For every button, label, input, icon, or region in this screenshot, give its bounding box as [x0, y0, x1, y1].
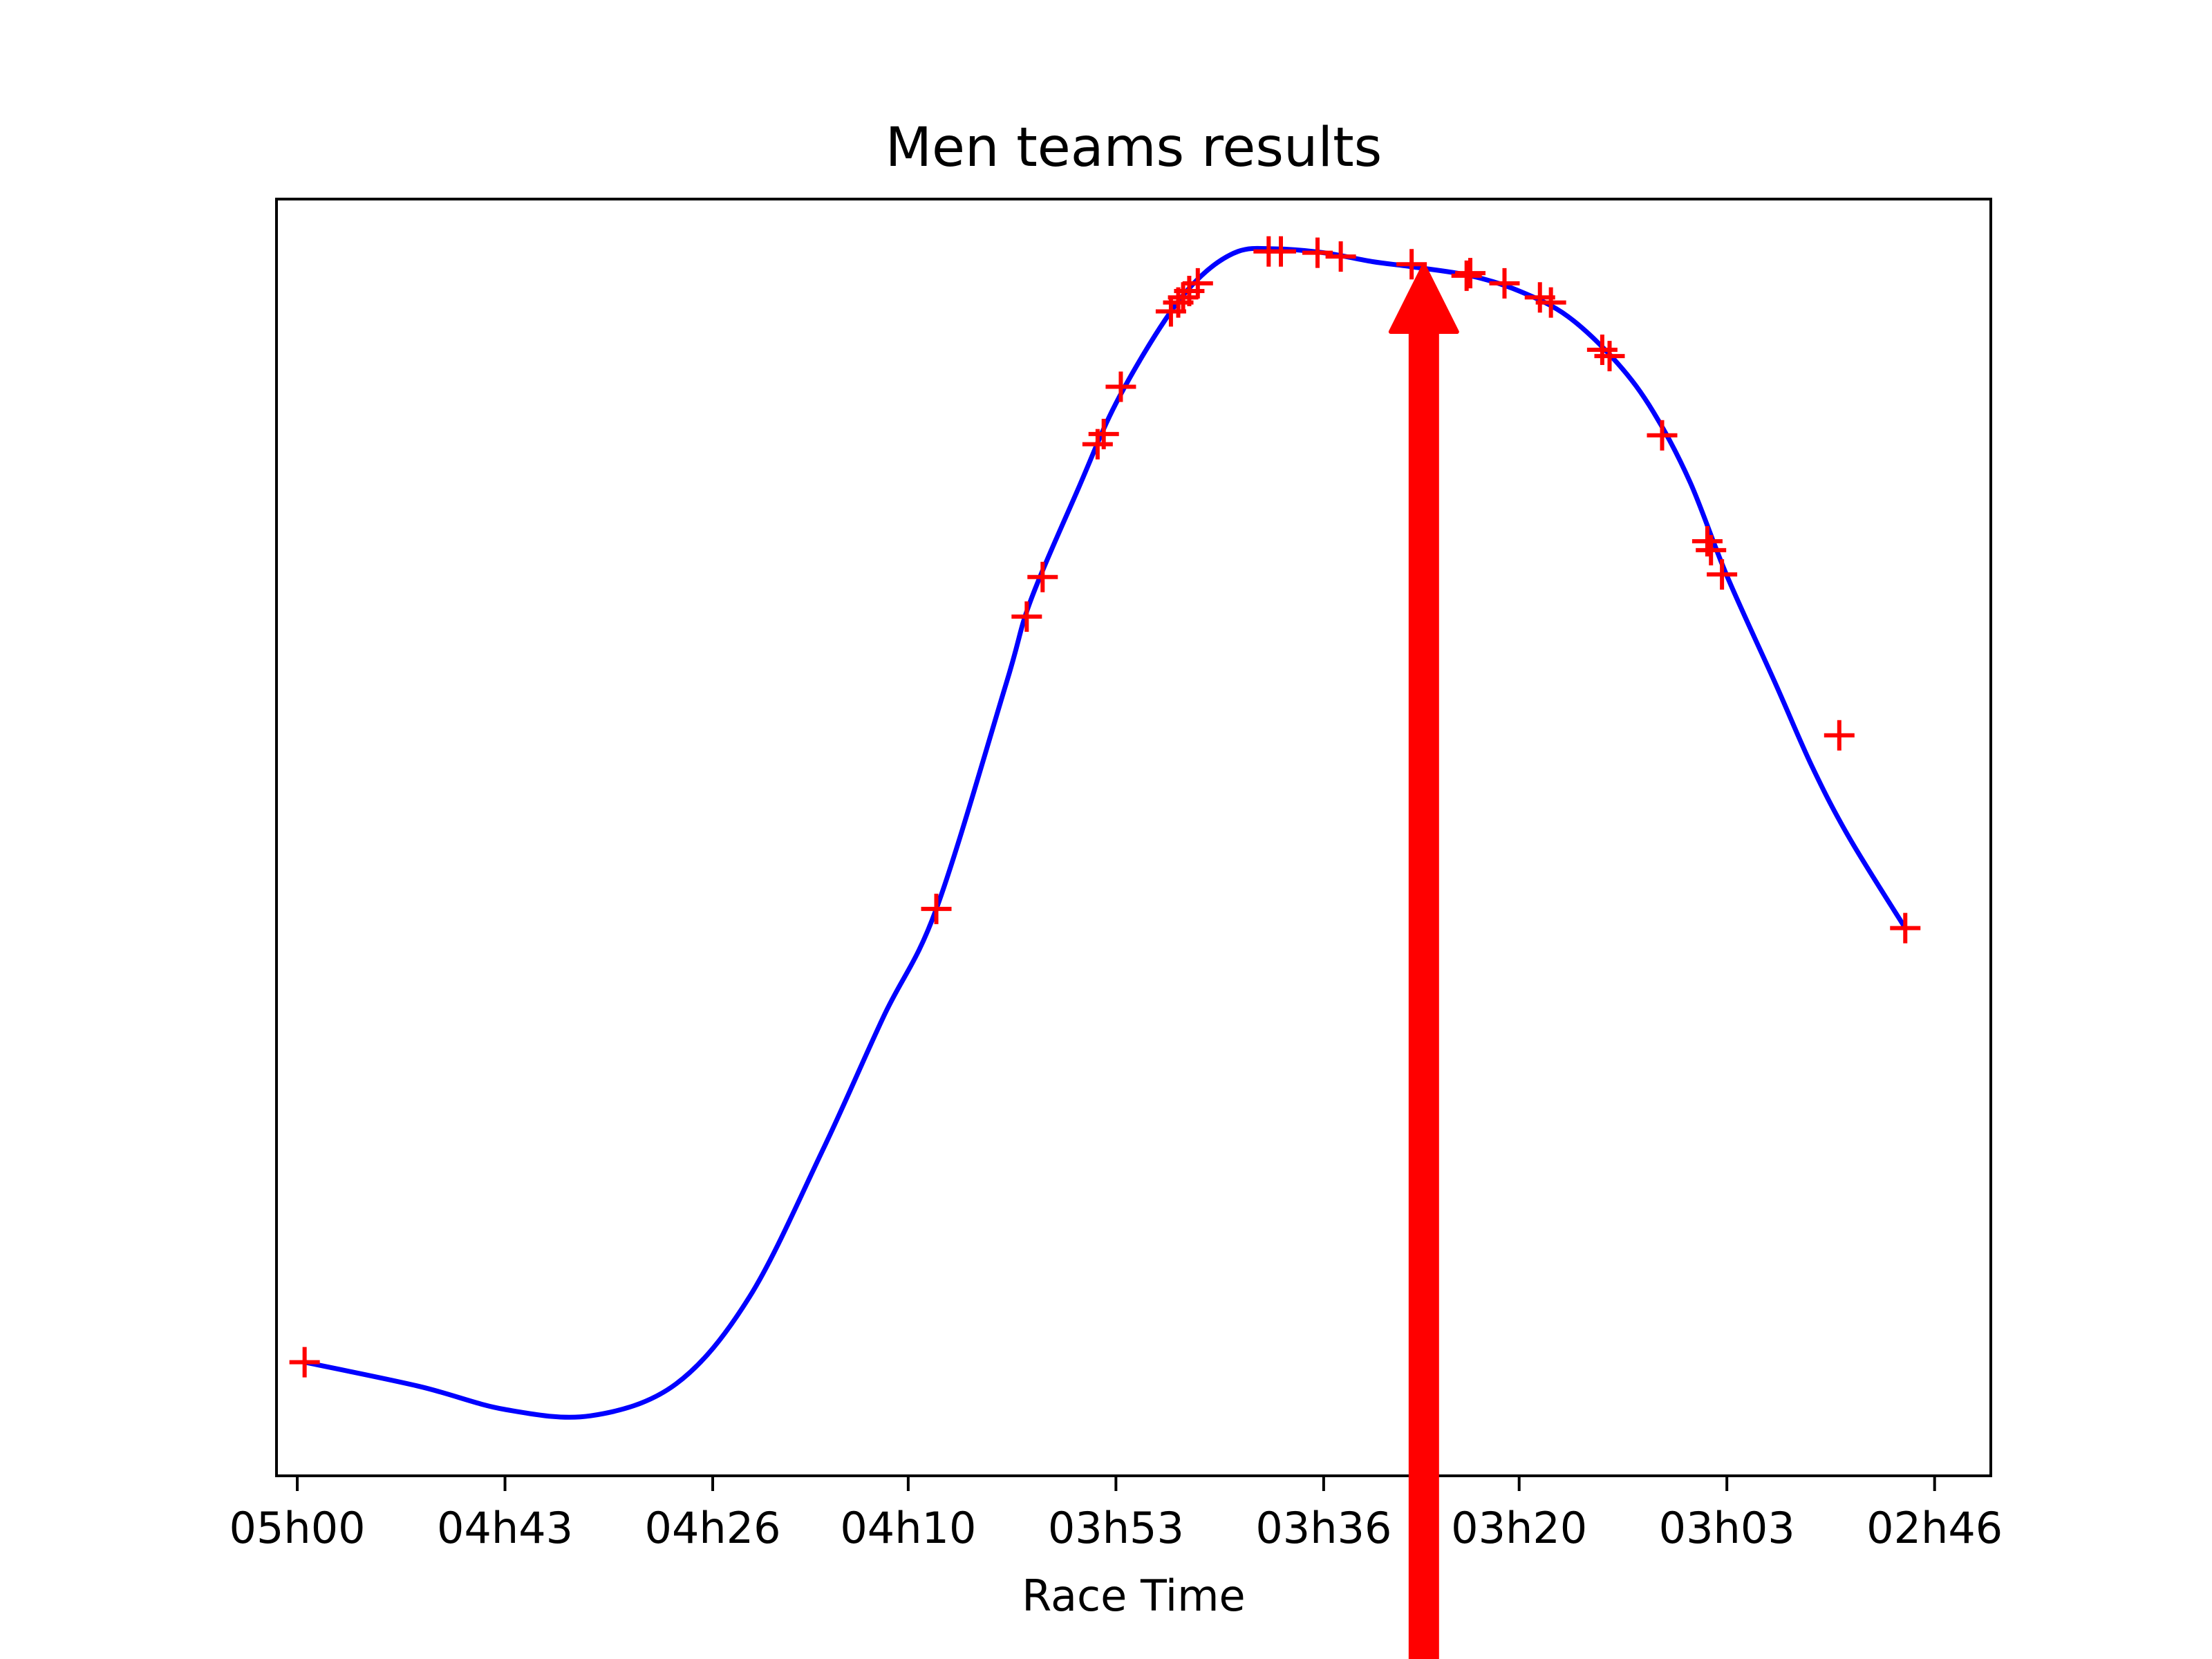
data-point-marker [1302, 237, 1333, 268]
data-point-marker [1535, 287, 1566, 318]
data-point-marker [1489, 268, 1520, 299]
data-point-marker [1011, 601, 1042, 632]
data-point-marker [1454, 258, 1485, 289]
data-point-marker [921, 893, 952, 924]
arrow-shaft [1408, 329, 1439, 1659]
data-point-marker [1451, 260, 1482, 291]
x-axis-label: Race Time [1022, 1571, 1245, 1621]
x-tick-label: 04h43 [437, 1503, 573, 1553]
data-point-marker [1325, 241, 1356, 272]
data-point-marker [1168, 282, 1199, 313]
x-tick-label: 02h46 [1866, 1503, 2003, 1553]
x-tick-label: 03h03 [1659, 1503, 1795, 1553]
annotation-layer [1388, 263, 1459, 1659]
annotation-arrow [1388, 263, 1459, 1659]
plot-area [275, 198, 1992, 1477]
arrow-head [1388, 263, 1459, 335]
x-tick-label: 04h10 [840, 1503, 976, 1553]
x-tick-label: 04h26 [645, 1503, 781, 1553]
data-point-marker [1182, 268, 1213, 299]
data-point-marker [1647, 420, 1678, 451]
x-tick-label: 03h36 [1255, 1503, 1391, 1553]
x-tick-label: 03h53 [1048, 1503, 1184, 1553]
data-point-marker [1088, 418, 1119, 449]
data-point-marker [1586, 334, 1618, 365]
data-point-marker [1890, 912, 1921, 944]
data-point-marker [289, 1347, 320, 1378]
x-axis-ticks: 05h00 04h43 04h26 04h10 03h53 03h36 03h20 03h03… [229, 1476, 2003, 1553]
x-tick-label: 03h20 [1451, 1503, 1587, 1553]
data-point-marker [1696, 534, 1727, 565]
data-point-marker [1594, 341, 1625, 372]
data-point-marker [1396, 249, 1427, 280]
data-point-marker [1266, 236, 1297, 267]
data-point-marker [1027, 561, 1058, 592]
x-tick-label: 05h00 [229, 1503, 366, 1553]
chart-title: Men teams results [885, 117, 1382, 179]
data-point-marker [1824, 720, 1855, 751]
data-point-marker [1105, 371, 1136, 402]
plot-frame [275, 198, 1992, 1477]
data-point-marker [1707, 559, 1738, 590]
